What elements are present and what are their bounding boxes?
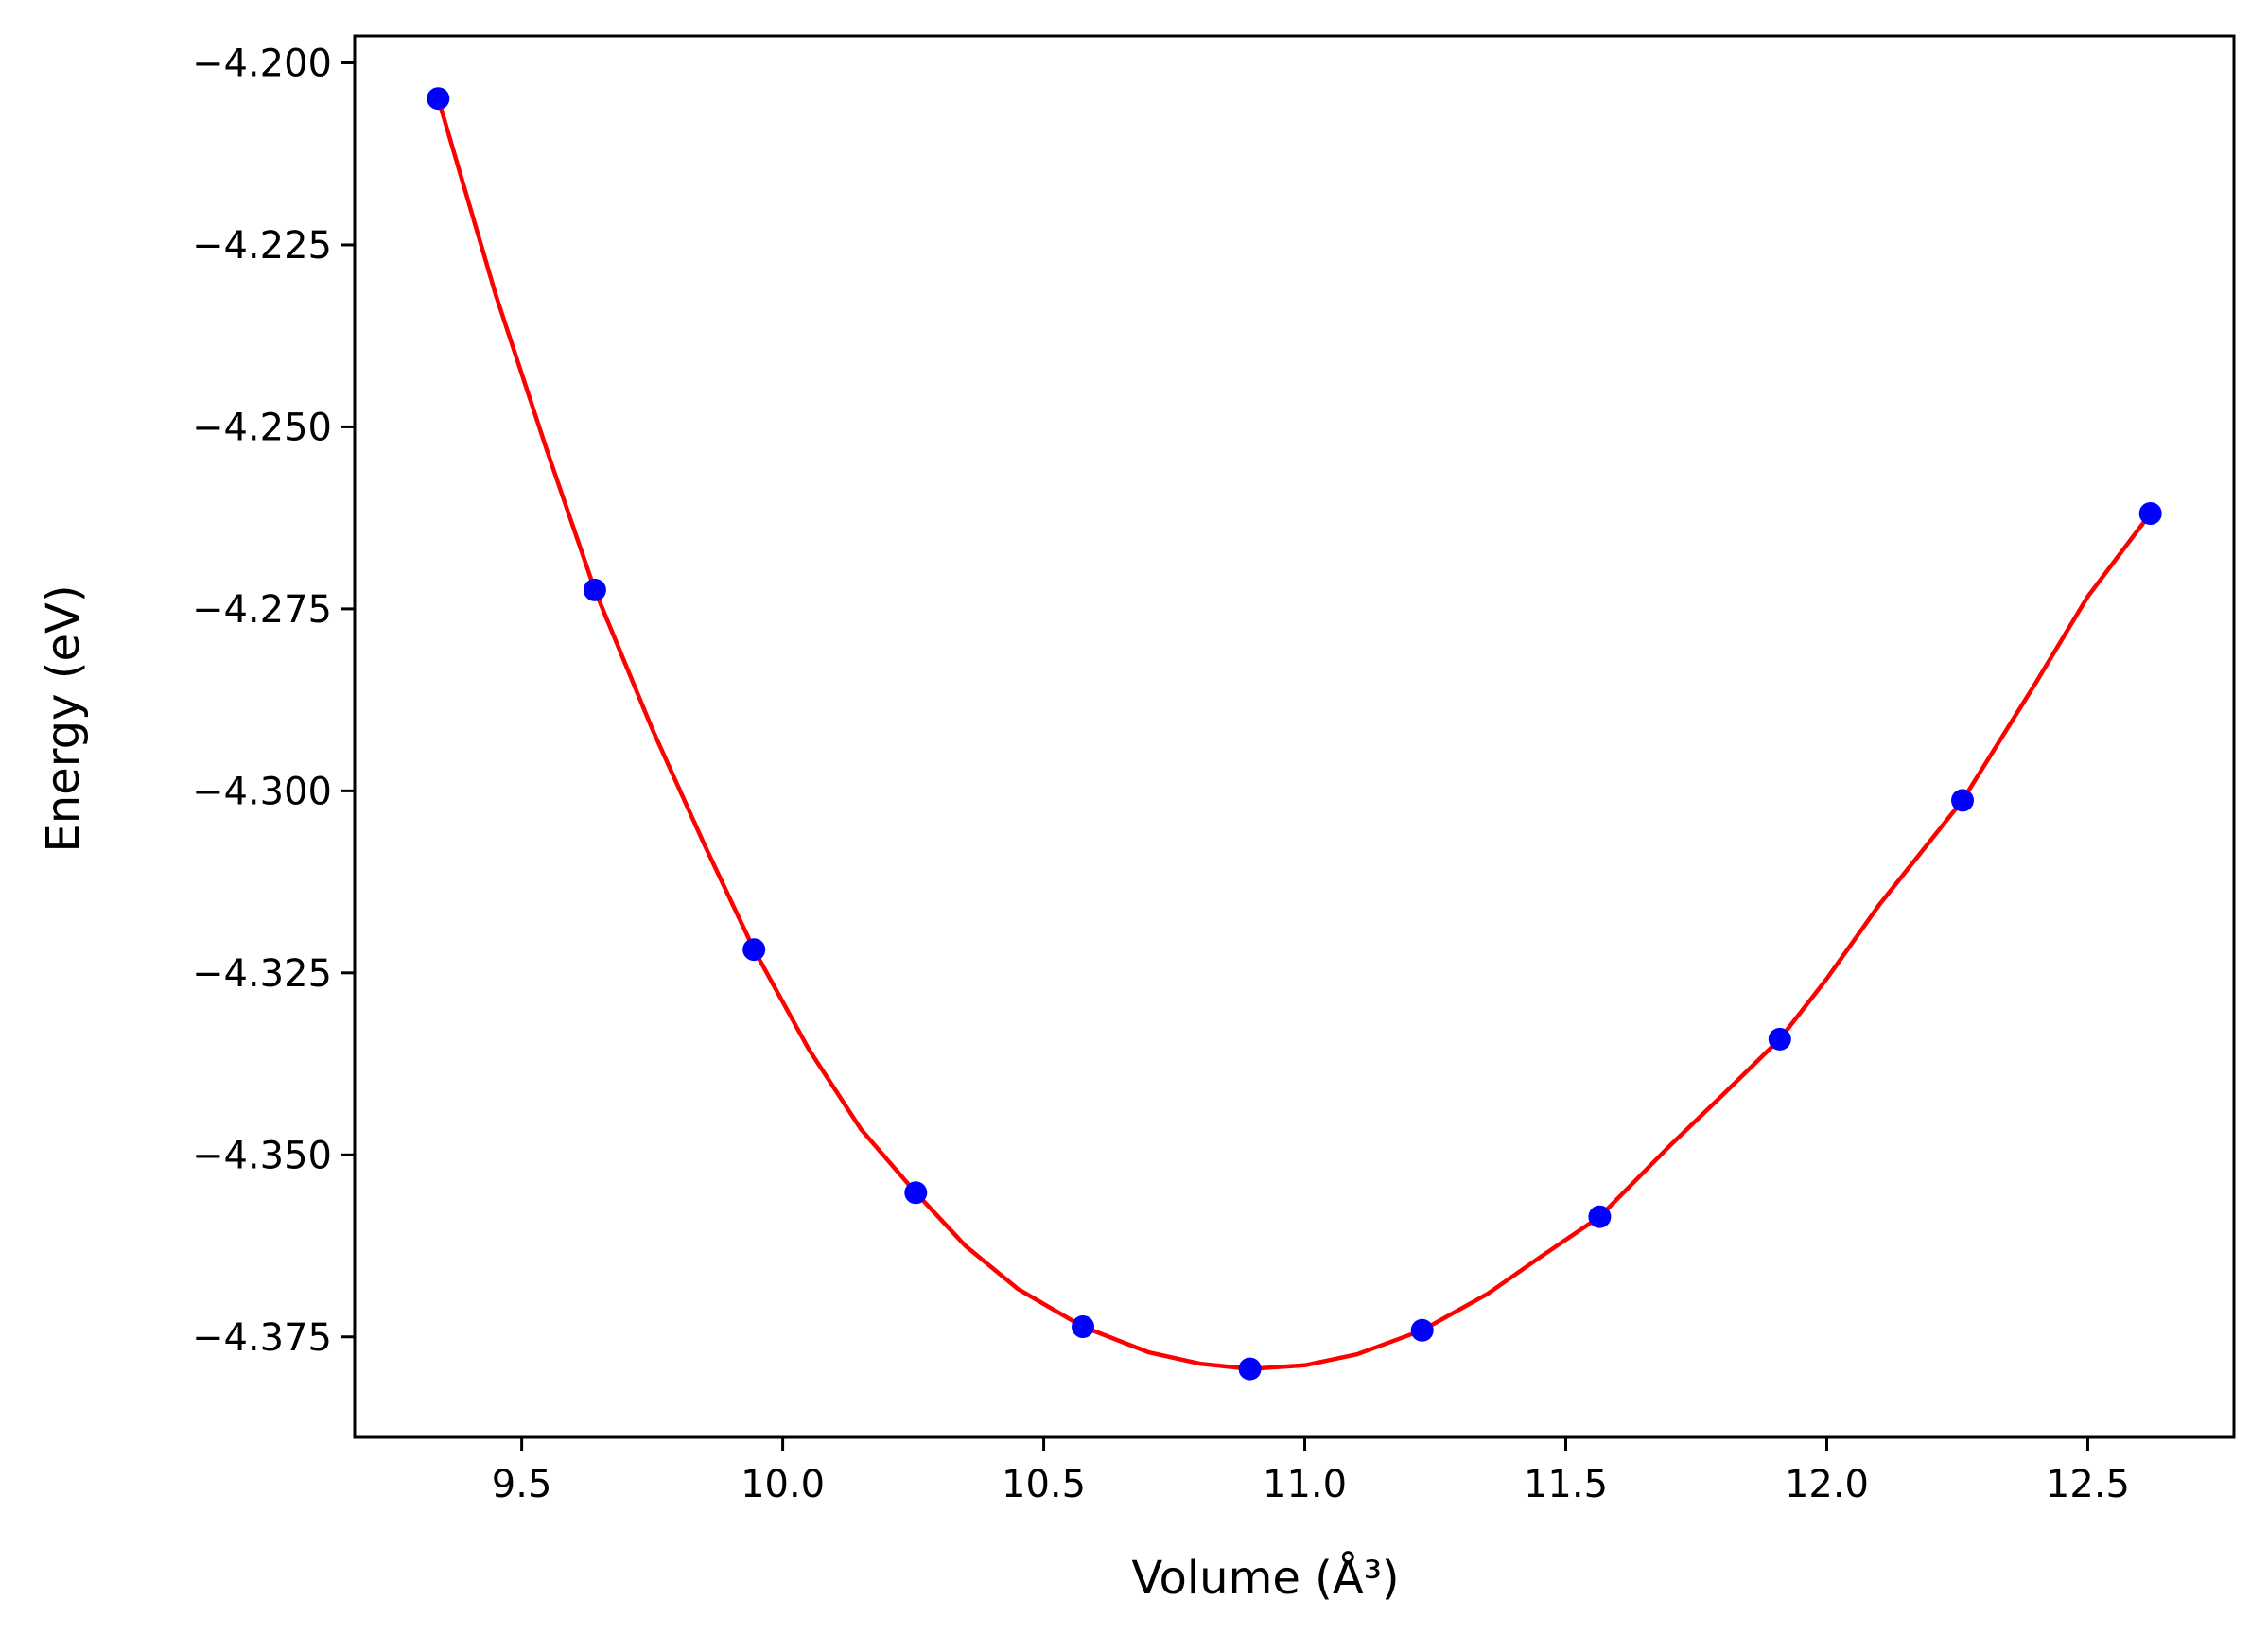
data-point [427,87,450,111]
data-point [583,578,606,601]
x-tick-label: 10.5 [1002,1463,1086,1506]
data-point [742,938,766,962]
y-tick-label: −4.250 [192,406,332,449]
data-point [904,1181,928,1205]
x-axis-label: Volume (Å³) [1131,1551,1399,1605]
x-tick-label: 12.5 [2046,1463,2130,1506]
x-tick-label: 10.0 [741,1463,825,1506]
x-tick-label: 11.5 [1524,1463,1608,1506]
y-axis-label: Energy (eV) [37,584,90,852]
data-point [1588,1205,1612,1228]
data-point [2138,502,2162,525]
data-point [1072,1315,1094,1338]
x-tick-label: 9.5 [492,1463,552,1506]
x-tick-label: 12.0 [1785,1463,1869,1506]
y-tick-label: −4.350 [192,1134,332,1177]
y-tick-label: −4.200 [192,42,332,85]
plot-area [427,87,2162,1381]
y-tick-label: −4.325 [192,952,332,996]
x-tick-label: 11.0 [1263,1463,1347,1506]
y-tick-label: −4.275 [192,588,332,632]
data-point [1410,1318,1434,1342]
data-point [1951,789,1974,812]
data-point [1238,1357,1262,1381]
data-point [1768,1027,1791,1051]
y-tick-label: −4.300 [192,770,332,813]
axes-frame [353,34,2236,1439]
y-tick-label: −4.225 [192,224,332,268]
axes: 9.5 10.0 10.5 11.0 11.5 12.0 12.5 −4.200 −4.225 −… [192,34,2236,1506]
y-tick-label: −4.375 [192,1316,332,1360]
